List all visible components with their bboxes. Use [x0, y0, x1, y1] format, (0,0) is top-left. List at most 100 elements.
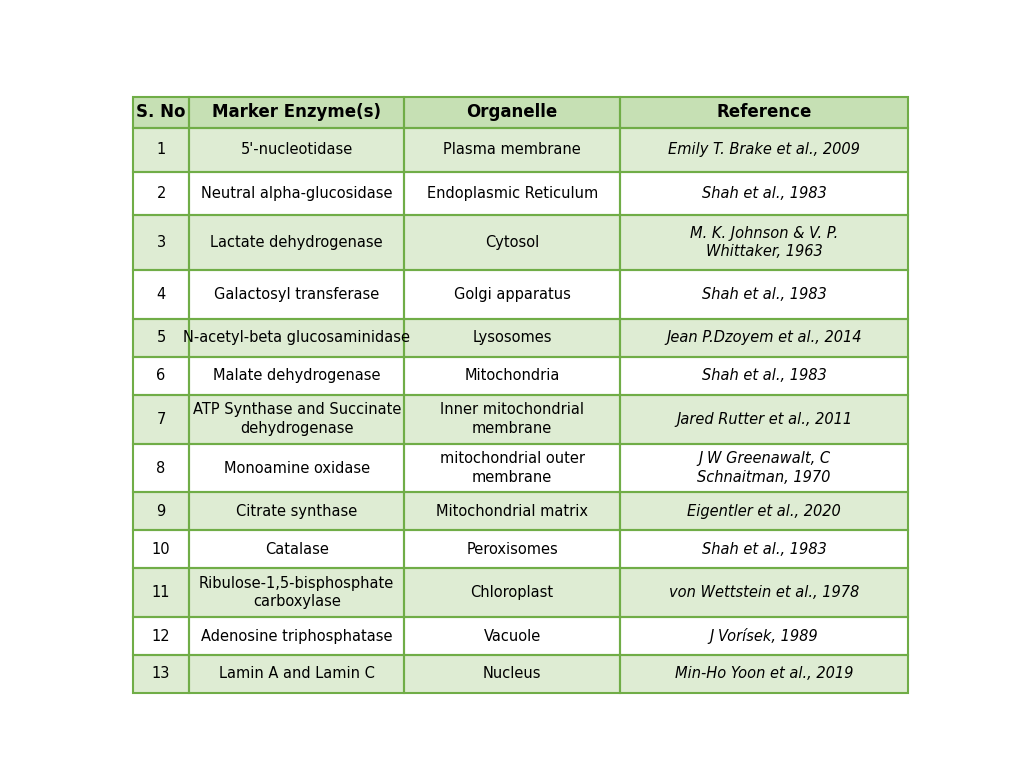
Bar [133, 443, 189, 493]
Bar [404, 215, 620, 270]
Text: Cytosol: Cytosol [485, 235, 539, 250]
Bar [620, 617, 908, 655]
Bar [189, 655, 404, 693]
Text: 1: 1 [156, 142, 166, 157]
Bar [189, 127, 404, 171]
Text: Jared Rutter et al., 2011: Jared Rutter et al., 2011 [676, 411, 852, 427]
Text: N-acetyl-beta glucosaminidase: N-acetyl-beta glucosaminidase [183, 330, 410, 346]
Text: M. K. Johnson & V. P.
Whittaker, 1963: M. K. Johnson & V. P. Whittaker, 1963 [690, 226, 838, 260]
Text: Nucleus: Nucleus [483, 666, 542, 681]
Bar [189, 443, 404, 493]
Bar [133, 493, 189, 530]
Text: Lysosomes: Lysosomes [472, 330, 552, 346]
Bar [620, 97, 908, 127]
Text: 2: 2 [156, 186, 166, 201]
Bar [133, 270, 189, 319]
Bar [404, 319, 620, 357]
Text: Peroxisomes: Peroxisomes [466, 542, 558, 557]
Bar [404, 215, 620, 270]
Bar [620, 655, 908, 693]
Bar [404, 127, 620, 171]
Bar [620, 127, 908, 171]
Text: 11: 11 [151, 585, 171, 600]
Text: 5: 5 [156, 330, 166, 346]
Bar [404, 395, 620, 443]
Text: J Vorísek, 1989: J Vorísek, 1989 [710, 628, 818, 644]
Bar [189, 270, 404, 319]
Bar [189, 655, 404, 693]
Bar [620, 97, 908, 127]
Bar [189, 443, 404, 493]
Bar [133, 443, 189, 493]
Bar [133, 215, 189, 270]
Bar [404, 655, 620, 693]
Bar [404, 655, 620, 693]
Bar [133, 493, 189, 530]
Bar [189, 617, 404, 655]
Bar [404, 97, 620, 127]
Bar [189, 97, 404, 127]
Bar [620, 443, 908, 493]
Bar [620, 171, 908, 215]
Text: Emily T. Brake et al., 2009: Emily T. Brake et al., 2009 [669, 142, 860, 157]
Bar [404, 357, 620, 395]
Text: Inner mitochondrial
membrane: Inner mitochondrial membrane [440, 403, 584, 436]
Bar [133, 171, 189, 215]
Bar [620, 215, 908, 270]
Bar [189, 171, 404, 215]
Bar [620, 319, 908, 357]
Text: 10: 10 [151, 542, 171, 557]
Bar [620, 319, 908, 357]
Bar [404, 443, 620, 493]
Text: 13: 13 [152, 666, 171, 681]
Bar [404, 530, 620, 569]
Bar [189, 395, 404, 443]
Bar [189, 215, 404, 270]
Text: Neutral alpha-glucosidase: Neutral alpha-glucosidase [201, 186, 392, 201]
Bar [620, 395, 908, 443]
Bar [404, 617, 620, 655]
Bar [620, 569, 908, 617]
Text: Mitochondrial matrix: Mitochondrial matrix [436, 504, 588, 519]
Text: Catalase: Catalase [265, 542, 328, 557]
Bar [620, 171, 908, 215]
Text: 3: 3 [156, 235, 166, 250]
Text: Golgi apparatus: Golgi apparatus [454, 287, 571, 302]
Bar [620, 270, 908, 319]
Bar [133, 530, 189, 569]
Bar [404, 530, 620, 569]
Bar [620, 655, 908, 693]
Bar [189, 493, 404, 530]
Bar [133, 530, 189, 569]
Bar [404, 617, 620, 655]
Text: Vacuole: Vacuole [484, 629, 541, 644]
Text: Lactate dehydrogenase: Lactate dehydrogenase [210, 235, 383, 250]
Bar [133, 97, 189, 127]
Text: 6: 6 [156, 368, 166, 383]
Text: Reference: Reference [716, 103, 812, 121]
Bar [133, 270, 189, 319]
Bar [133, 395, 189, 443]
Bar [189, 270, 404, 319]
Bar [133, 319, 189, 357]
Bar [189, 127, 404, 171]
Bar [189, 215, 404, 270]
Text: ATP Synthase and Succinate
dehydrogenase: ATP Synthase and Succinate dehydrogenase [193, 403, 401, 436]
Bar [620, 493, 908, 530]
Bar [189, 319, 404, 357]
Bar [620, 270, 908, 319]
Bar [189, 617, 404, 655]
Bar [133, 655, 189, 693]
Bar [404, 357, 620, 395]
Bar [133, 215, 189, 270]
Text: Plasma membrane: Plasma membrane [443, 142, 581, 157]
Bar [133, 127, 189, 171]
Text: Endoplasmic Reticulum: Endoplasmic Reticulum [427, 186, 597, 201]
Bar [133, 319, 189, 357]
Bar [133, 655, 189, 693]
Text: Shah et al., 1983: Shah et al., 1983 [702, 368, 826, 383]
Bar [620, 357, 908, 395]
Text: Organelle: Organelle [466, 103, 558, 121]
Bar [620, 569, 908, 617]
Bar [620, 395, 908, 443]
